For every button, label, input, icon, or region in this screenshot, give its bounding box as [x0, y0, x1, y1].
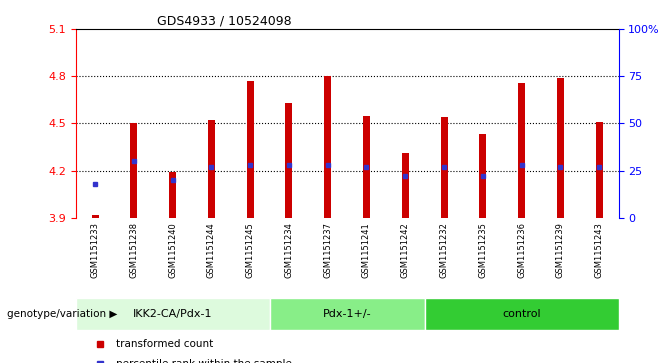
- Text: GSM1151240: GSM1151240: [168, 222, 177, 278]
- Bar: [208, 120, 215, 218]
- Text: transformed count: transformed count: [116, 339, 213, 349]
- Bar: [518, 82, 525, 218]
- Text: GSM1151245: GSM1151245: [245, 222, 255, 278]
- Bar: [130, 123, 138, 218]
- Text: GSM1151233: GSM1151233: [91, 222, 99, 278]
- Text: Pdx-1+/-: Pdx-1+/-: [323, 309, 371, 319]
- Bar: [479, 134, 486, 218]
- Text: GSM1151237: GSM1151237: [323, 222, 332, 278]
- Text: GSM1151232: GSM1151232: [440, 222, 449, 278]
- Bar: [76, 298, 270, 330]
- Text: control: control: [502, 309, 541, 319]
- Bar: [169, 172, 176, 218]
- Text: GSM1151238: GSM1151238: [130, 222, 138, 278]
- Text: GSM1151242: GSM1151242: [401, 222, 410, 278]
- Bar: [91, 215, 99, 218]
- Bar: [441, 117, 447, 218]
- Text: GSM1151241: GSM1151241: [362, 222, 371, 278]
- Bar: [363, 115, 370, 218]
- Text: GSM1151244: GSM1151244: [207, 222, 216, 278]
- Text: percentile rank within the sample: percentile rank within the sample: [116, 359, 292, 363]
- Text: IKK2-CA/Pdx-1: IKK2-CA/Pdx-1: [133, 309, 213, 319]
- Bar: [286, 103, 292, 218]
- Bar: [402, 153, 409, 218]
- Text: genotype/variation ▶: genotype/variation ▶: [7, 309, 117, 319]
- Text: GDS4933 / 10524098: GDS4933 / 10524098: [157, 15, 291, 28]
- Text: GSM1151236: GSM1151236: [517, 222, 526, 278]
- Bar: [324, 76, 331, 218]
- Bar: [247, 81, 253, 218]
- Text: GSM1151234: GSM1151234: [284, 222, 293, 278]
- Bar: [595, 122, 603, 218]
- Text: GSM1151243: GSM1151243: [595, 222, 603, 278]
- Text: GSM1151235: GSM1151235: [478, 222, 488, 278]
- Bar: [557, 78, 564, 218]
- Bar: [424, 298, 619, 330]
- Bar: [270, 298, 424, 330]
- Text: GSM1151239: GSM1151239: [556, 222, 565, 278]
